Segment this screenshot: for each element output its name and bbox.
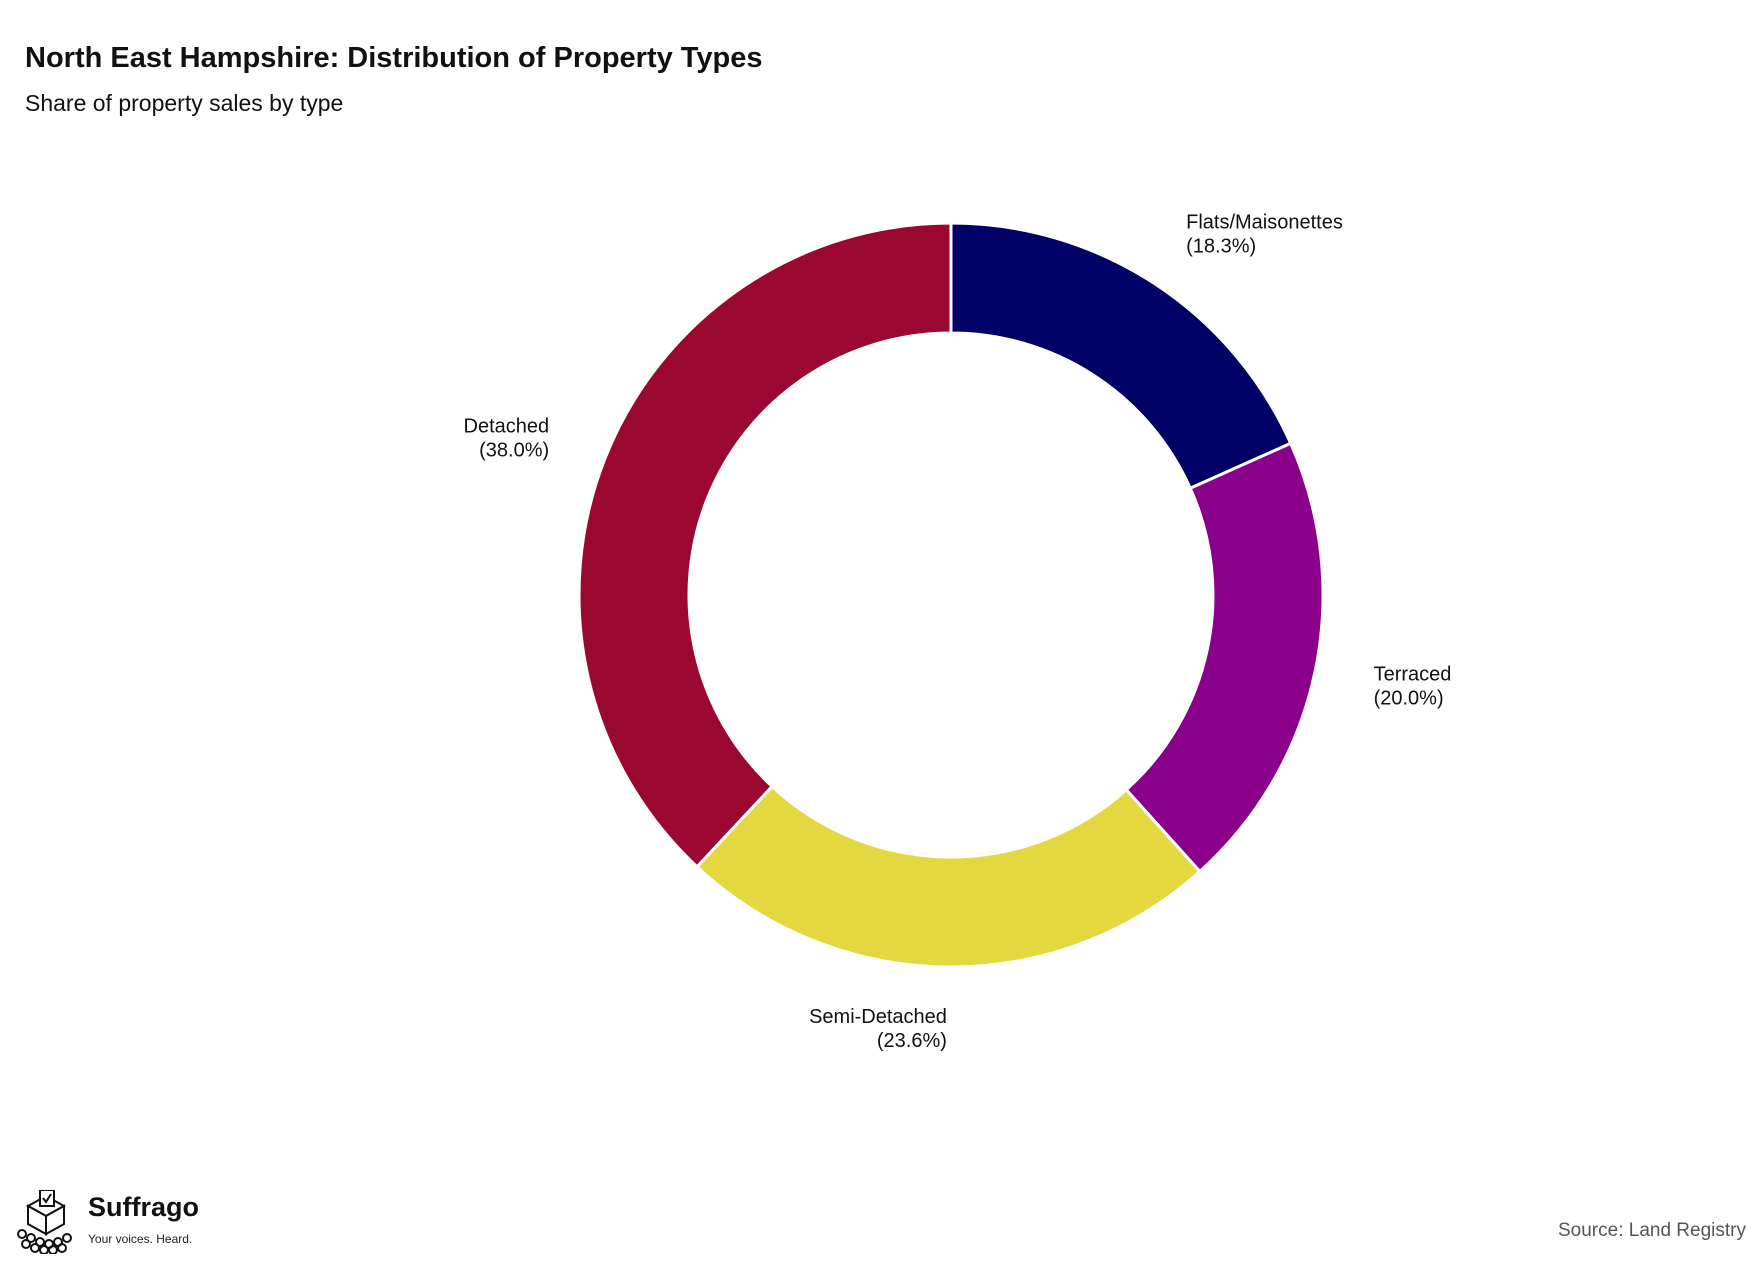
slice-flats-maisonettes: [949, 221, 1293, 491]
slice-labels: Flats/Maisonettes (18.3%) Terraced (20.0%) S…: [464, 212, 1452, 1052]
slice-detached: [577, 221, 953, 869]
label-semi-detached: Semi-Detached (23.6%): [809, 1006, 947, 1052]
label-terraced: Terraced (20.0%): [1374, 664, 1452, 710]
label-detached: Detached (38.0%): [464, 415, 550, 461]
source-note: Source: Land Registry: [1558, 1220, 1746, 1241]
chart-subtitle: Share of property sales by type: [25, 90, 344, 116]
slice-semi-detached: [694, 784, 1202, 969]
donut-slices: [577, 221, 1325, 969]
brand-logo: Suffrago Your voices. Heard.: [14, 1190, 214, 1254]
slice-terraced: [1124, 441, 1325, 874]
brand-tagline: Your voices. Heard.: [88, 1232, 193, 1246]
label-flats-maisonettes: Flats/Maisonettes (18.3%): [1186, 212, 1343, 258]
ballot-box-crowd-icon: [17, 1190, 72, 1254]
brand-name: Suffrago: [88, 1192, 199, 1222]
chart-title: North East Hampshire: Distribution of Pr…: [25, 42, 763, 74]
